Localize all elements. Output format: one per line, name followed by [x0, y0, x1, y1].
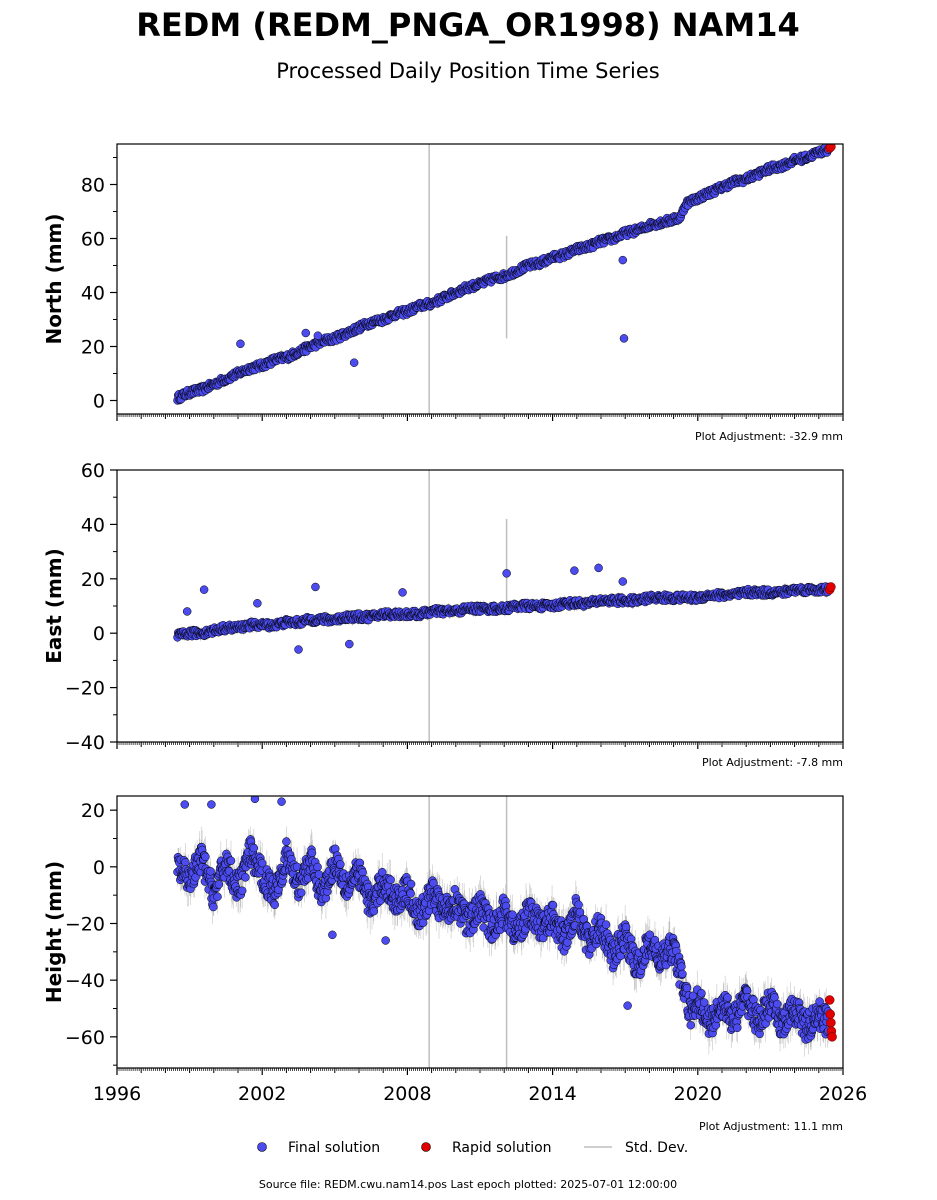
plot-area — [173, 144, 836, 414]
final-solution-outlier — [294, 645, 303, 654]
rapid-solution-point — [826, 582, 836, 592]
chart-subtitle: Processed Daily Position Time Series — [276, 59, 660, 83]
final-solution-outlier — [311, 582, 320, 592]
plot-adjustment-label: Plot Adjustment: -32.9 mm — [695, 430, 843, 443]
y-axis-label: East (mm) — [42, 548, 66, 664]
panel-north: 0 20 40 60 80 North (mm) Plot Adjustment: -32.… — [42, 143, 844, 443]
final-solution-outlier — [236, 339, 245, 349]
final-solution-outlier — [502, 569, 511, 578]
y-tick-label: 0 — [93, 391, 105, 413]
plot-area — [173, 796, 837, 1068]
final-solution-outlier — [570, 566, 579, 575]
final-solution-outlier — [345, 639, 354, 649]
y-tick-label: −20 — [65, 678, 105, 700]
y-tick-label: 80 — [81, 175, 105, 197]
y-tick-label: 40 — [81, 283, 105, 305]
y-tick-label: 60 — [81, 460, 105, 482]
final-solution-outlier — [594, 563, 603, 573]
plot-adjustment-label: Plot Adjustment: -7.8 mm — [702, 756, 843, 769]
final-solution-outlier — [182, 607, 192, 616]
final-solution-outlier — [349, 358, 359, 367]
y-tick-label: 60 — [81, 229, 105, 251]
final-solution-outlier — [313, 331, 323, 340]
rapid-solution-point — [826, 144, 836, 152]
y-axis-label: North (mm) — [42, 213, 66, 344]
panel-east: −40 −20 0 20 40 60 East (mm) Plot Adjustment: -… — [42, 460, 844, 769]
final-solution-outlier — [199, 585, 209, 594]
final-solution-outlier — [301, 328, 311, 338]
y-tick-label: 0 — [93, 623, 105, 645]
final-solution-outlier — [253, 599, 262, 608]
y-tick-label: 20 — [81, 337, 105, 359]
chart-title: REDM (REDM_PNGA_OR1998) NAM14 — [136, 6, 799, 44]
plot-area — [173, 470, 836, 742]
y-tick-label: −40 — [65, 732, 105, 754]
final-solution-outlier — [398, 588, 407, 597]
y-tick-label: 40 — [81, 514, 105, 536]
final-solution-outlier — [618, 255, 628, 265]
final-solution-outlier — [618, 577, 628, 586]
final-solution-outlier — [619, 334, 629, 343]
y-tick-label: 20 — [81, 569, 105, 591]
